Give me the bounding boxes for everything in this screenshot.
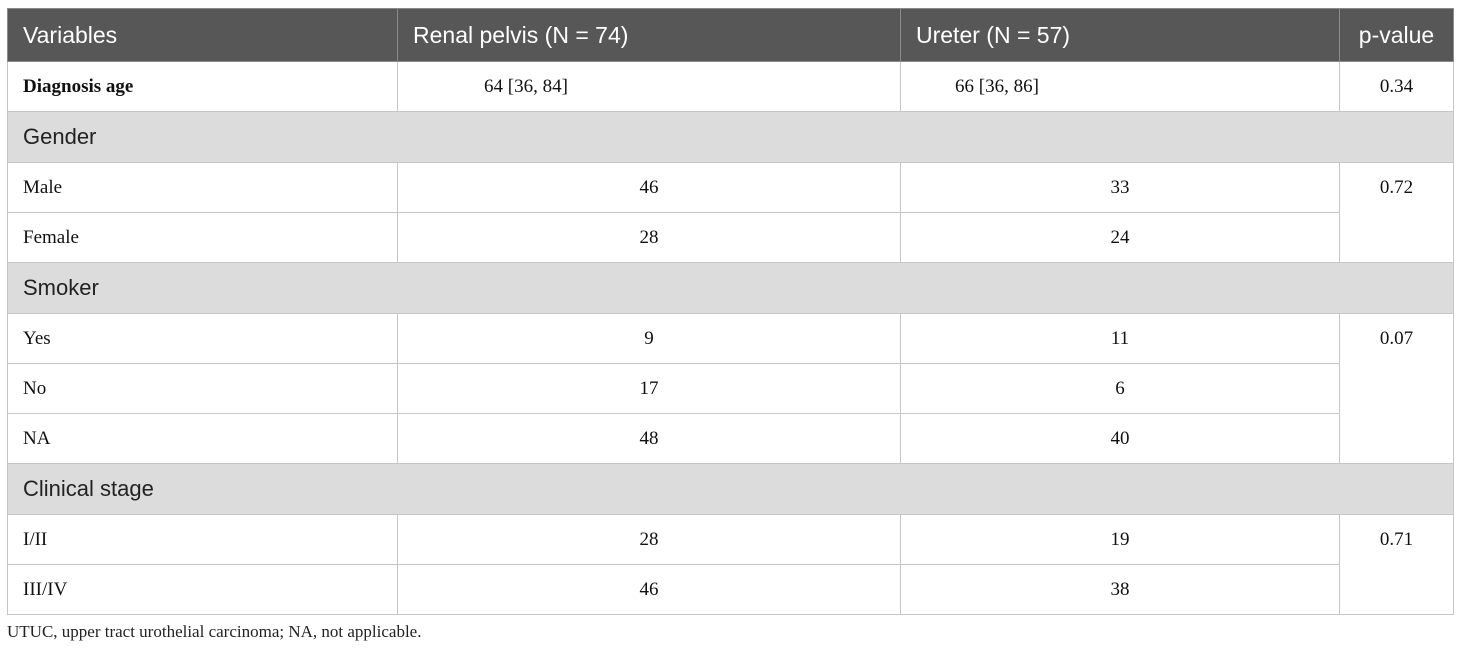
cell-ureter: 19 xyxy=(900,514,1340,565)
header-p-value: p-value xyxy=(1339,8,1454,62)
group-row-smoker: Smoker xyxy=(7,262,1454,314)
header-ureter: Ureter (N = 57) xyxy=(900,8,1340,62)
header-variables: Variables xyxy=(7,8,398,62)
cell-ureter: 24 xyxy=(900,212,1340,263)
cell-p-value: 0.34 xyxy=(1339,61,1454,112)
table-row: Male 46 33 0.72 xyxy=(7,162,1454,263)
cell-ureter: 40 xyxy=(900,413,1340,464)
row-label: I/II xyxy=(7,514,398,565)
table-row: III/IV 46 38 xyxy=(7,564,1454,615)
cell-renal: 46 xyxy=(397,162,901,213)
cell-renal: 46 xyxy=(397,564,901,615)
table-footnote: UTUC, upper tract urothelial carcinoma; … xyxy=(7,622,422,641)
cell-renal: 48 xyxy=(397,413,901,464)
table-row: Female 28 24 xyxy=(7,212,1454,263)
group-title: Gender xyxy=(7,111,1454,163)
cell-p-value: 0.07 xyxy=(1339,313,1454,464)
group-row-clinical-stage: Clinical stage xyxy=(7,463,1454,515)
cell-ureter: 38 xyxy=(900,564,1340,615)
cell-p-value: 0.72 xyxy=(1339,162,1454,263)
cell-renal: 64 [36, 84] xyxy=(397,61,901,112)
table-container: Variables Renal pelvis (N = 74) Ureter (… xyxy=(7,8,1454,615)
header-renal-pelvis: Renal pelvis (N = 74) xyxy=(397,8,901,62)
row-label: Male xyxy=(7,162,398,213)
cell-renal: 28 xyxy=(397,514,901,565)
header-row: Variables Renal pelvis (N = 74) Ureter (… xyxy=(7,8,1454,62)
row-label: Female xyxy=(7,212,398,263)
table-row: Diagnosis age 64 [36, 84] 66 [36, 86] 0.… xyxy=(7,61,1454,112)
cell-renal: 28 xyxy=(397,212,901,263)
row-label: Diagnosis age xyxy=(7,61,398,112)
cell-ureter: 33 xyxy=(900,162,1340,213)
table-row: No 17 6 xyxy=(7,363,1454,414)
cell-ureter: 66 [36, 86] xyxy=(900,61,1340,112)
characteristics-table: Variables Renal pelvis (N = 74) Ureter (… xyxy=(7,8,1454,615)
cell-ureter: 11 xyxy=(900,313,1340,364)
cell-p-value: 0.71 xyxy=(1339,514,1454,615)
table-row: Yes 9 11 0.07 xyxy=(7,313,1454,464)
group-title: Clinical stage xyxy=(7,463,1454,515)
row-label: No xyxy=(7,363,398,414)
cell-ureter: 6 xyxy=(900,363,1340,414)
row-label: III/IV xyxy=(7,564,398,615)
group-row-gender: Gender xyxy=(7,111,1454,163)
diagnosis-age-label: Diagnosis age xyxy=(23,75,134,97)
cell-renal: 17 xyxy=(397,363,901,414)
cell-renal: 9 xyxy=(397,313,901,364)
group-title: Smoker xyxy=(7,262,1454,314)
row-label: NA xyxy=(7,413,398,464)
table-row: NA 48 40 xyxy=(7,413,1454,464)
row-label: Yes xyxy=(7,313,398,364)
table-row: I/II 28 19 0.71 xyxy=(7,514,1454,615)
